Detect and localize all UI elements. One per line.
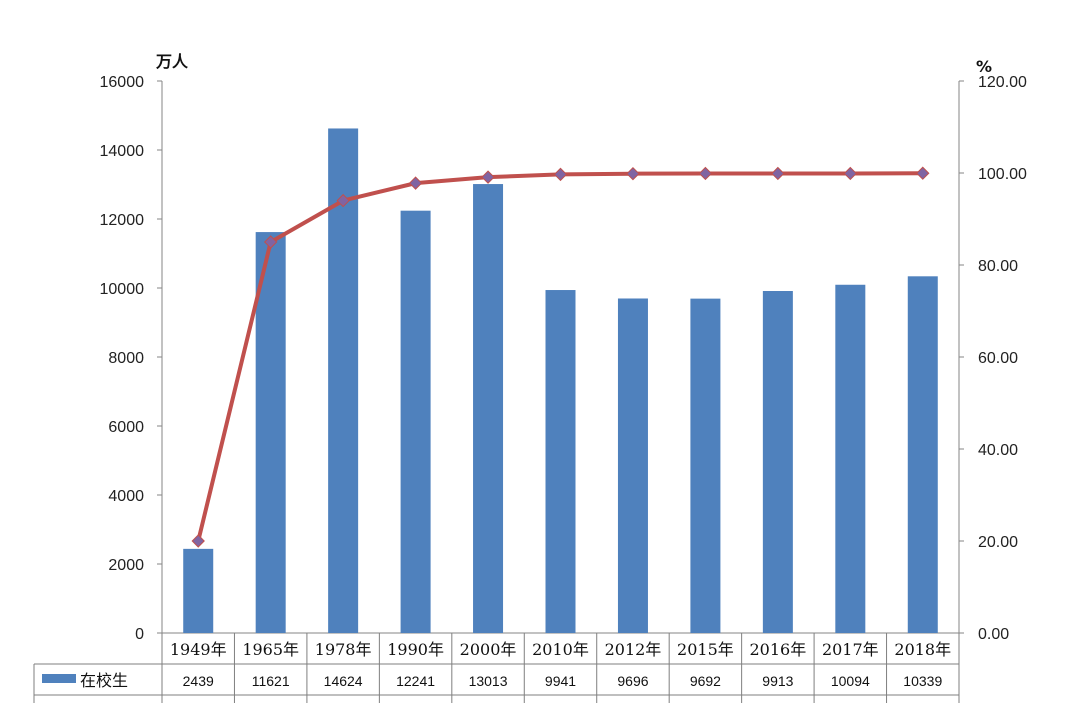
line-marker-1965年 xyxy=(263,235,278,249)
table-value: 11621 xyxy=(252,673,290,689)
x-tick-label: 2015年 xyxy=(677,640,734,659)
x-tick-label: 1949年 xyxy=(170,640,227,659)
table-value: 13013 xyxy=(469,673,508,689)
left-tick-label: 6000 xyxy=(108,419,144,436)
left-tick-label: 16000 xyxy=(100,74,145,91)
right-tick-label: 120.00 xyxy=(978,74,1027,91)
bar-1990年 xyxy=(400,210,431,634)
line-marker-2012年 xyxy=(626,166,640,181)
line-marker-1990年 xyxy=(408,176,423,190)
left-axis-unit: 万人 xyxy=(155,52,189,71)
legend-swatch xyxy=(42,674,76,683)
line-marker-1949年 xyxy=(191,534,205,548)
right-tick-label: 80.00 xyxy=(978,258,1018,275)
table-value: 2439 xyxy=(183,673,214,689)
table-value: 9692 xyxy=(690,673,721,689)
line-marker-2018年 xyxy=(916,166,930,180)
table-value: 9941 xyxy=(545,673,576,689)
bar-1965年 xyxy=(255,232,286,633)
table-value: 9913 xyxy=(762,673,793,689)
x-tick-label: 2018年 xyxy=(894,640,951,659)
legend-label: 在校生 xyxy=(80,671,128,690)
left-tick-label: 0 xyxy=(135,626,144,643)
bar-2010年 xyxy=(545,290,576,633)
right-tick-label: 100.00 xyxy=(978,166,1027,183)
right-axis-unit: % xyxy=(976,57,992,76)
bar-2000年 xyxy=(473,184,504,633)
left-tick-label: 14000 xyxy=(100,143,145,160)
right-tick-label: 0.00 xyxy=(978,626,1009,643)
line-marker-2017年 xyxy=(843,166,858,181)
left-tick-label: 4000 xyxy=(108,488,144,505)
bar-2016年 xyxy=(762,291,793,633)
table-value: 10339 xyxy=(903,673,942,689)
x-tick-label: 1965年 xyxy=(242,640,299,659)
x-tick-label: 1978年 xyxy=(315,640,372,659)
table-value: 14624 xyxy=(324,673,363,689)
x-tick-label: 2000年 xyxy=(460,640,517,659)
bar-2015年 xyxy=(690,298,721,633)
table-value: 9696 xyxy=(617,673,648,689)
left-tick-label: 2000 xyxy=(108,557,144,574)
right-tick-label: 60.00 xyxy=(978,350,1018,367)
right-tick-label: 20.00 xyxy=(978,534,1018,551)
left-tick-label: 12000 xyxy=(100,212,145,229)
left-tick-label: 10000 xyxy=(100,281,145,298)
left-tick-label: 8000 xyxy=(108,350,144,367)
bar-2017年 xyxy=(835,284,866,633)
line-marker-2016年 xyxy=(771,166,785,181)
right-tick-label: 40.00 xyxy=(978,442,1018,459)
bar-1978年 xyxy=(328,128,359,634)
x-tick-label: 1990年 xyxy=(387,640,444,659)
x-tick-label: 2012年 xyxy=(605,640,662,659)
x-tick-label: 2016年 xyxy=(749,640,806,659)
line-marker-2000年 xyxy=(481,170,495,184)
line-marker-2010年 xyxy=(553,167,568,182)
table-value: 12241 xyxy=(396,673,435,689)
bar-2018年 xyxy=(907,276,938,633)
line-marker-2015年 xyxy=(698,166,713,181)
line-marker-1978年 xyxy=(336,193,350,208)
x-tick-label: 2010年 xyxy=(532,640,589,659)
x-tick-label: 2017年 xyxy=(822,640,879,659)
table-value: 10094 xyxy=(831,673,870,689)
bar-1949年 xyxy=(183,548,214,633)
bar-2012年 xyxy=(617,298,648,633)
